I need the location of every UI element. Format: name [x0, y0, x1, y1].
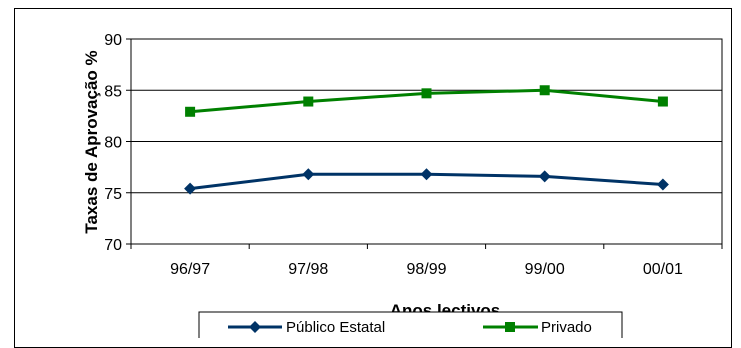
x-tick-label: 96/97: [170, 261, 210, 278]
legend-box: [198, 311, 623, 338]
legend-marker-privado: [505, 322, 515, 332]
data-point: [539, 85, 550, 96]
y-axis-title: Taxas de Aprovação %: [82, 50, 101, 233]
data-point: [420, 168, 433, 181]
data-point: [657, 96, 668, 107]
x-tick-label: 99/00: [525, 261, 565, 278]
x-tick-label: 00/01: [643, 261, 683, 278]
data-point: [302, 168, 315, 181]
data-point: [421, 88, 432, 99]
data-point: [656, 178, 669, 191]
chart-frame: [14, 8, 732, 348]
y-tick-label: 85: [104, 83, 122, 100]
legend-label-publico: Público Estatal: [286, 319, 385, 336]
y-tick-label: 80: [104, 135, 122, 152]
x-tick-label: 97/98: [288, 261, 328, 278]
data-point: [185, 106, 196, 117]
legend-label-privado: Privado: [541, 319, 592, 336]
y-tick-label: 75: [104, 186, 122, 203]
data-point: [303, 96, 314, 107]
y-tick-label: 70: [104, 237, 122, 254]
legend-marker-publico: [249, 321, 261, 333]
y-tick-label: 90: [104, 32, 122, 49]
x-axis-ticks: 96/97 97/98 98/99 99/00 00/01: [130, 244, 723, 278]
x-tick-label: 98/99: [406, 261, 446, 278]
legend: Público Estatal Privado: [198, 311, 623, 338]
data-point: [538, 170, 551, 183]
data-point: [184, 182, 197, 195]
series-layer: [184, 85, 669, 195]
y-axis-ticks: 70 75 80 85 90: [104, 32, 131, 254]
line-chart: 70 75 80 85 90 96/97 97/98 98/99 99/00 00/01 Tax…: [82, 32, 723, 338]
